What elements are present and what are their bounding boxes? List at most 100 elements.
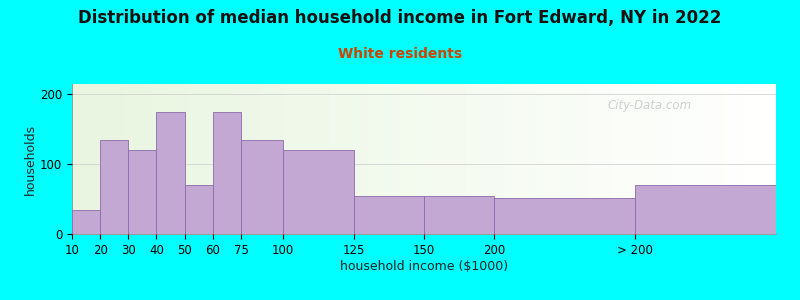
Bar [410,84,414,234]
Bar [377,84,382,234]
Bar [175,84,180,234]
Bar [668,84,673,234]
Bar [218,84,222,234]
Bar [771,84,776,234]
Bar [499,84,504,234]
Bar [147,84,152,234]
Bar [260,84,265,234]
Bar [114,84,119,234]
Bar [574,84,579,234]
Bar [434,84,438,234]
Bar [682,84,687,234]
Bar [452,84,457,234]
Bar [485,84,490,234]
Bar [194,84,198,234]
Bar [124,84,128,234]
Bar [236,84,241,234]
Bar [471,84,476,234]
Bar [298,84,302,234]
Bar [729,84,734,234]
Bar [157,112,185,234]
Bar [231,84,236,234]
Bar [82,84,86,234]
Bar [673,84,678,234]
Bar [170,84,175,234]
Bar [513,84,518,234]
Bar [457,84,462,234]
Bar [90,84,95,234]
Bar [466,84,471,234]
Bar [321,84,326,234]
Bar [227,84,231,234]
Bar [349,84,354,234]
Bar [696,84,701,234]
Bar [185,185,213,234]
Bar [635,84,640,234]
Bar [203,84,208,234]
Bar [442,84,447,234]
X-axis label: household income ($1000): household income ($1000) [340,260,508,272]
Bar [663,84,668,234]
Bar [363,84,368,234]
Bar [447,84,452,234]
Bar [687,84,691,234]
Bar [283,84,288,234]
Bar [152,84,157,234]
Bar [255,84,260,234]
Text: City-Data.com: City-Data.com [607,99,691,112]
Bar [311,84,316,234]
Bar [396,84,401,234]
Bar [658,84,663,234]
Bar [386,84,391,234]
Bar [593,84,598,234]
Bar [555,84,560,234]
Bar [635,185,776,234]
Bar [354,196,424,234]
Bar [509,84,513,234]
Bar [490,84,494,234]
Bar [570,84,574,234]
Bar [527,84,532,234]
Bar [161,84,166,234]
Bar [198,84,203,234]
Bar [518,84,522,234]
Bar [583,84,588,234]
Bar [265,84,269,234]
Bar [743,84,748,234]
Bar [753,84,758,234]
Bar [734,84,738,234]
Bar [720,84,724,234]
Bar [607,84,612,234]
Bar [368,84,372,234]
Bar [100,84,105,234]
Bar [401,84,406,234]
Bar [157,84,161,234]
Bar [100,140,128,234]
Bar [105,84,110,234]
Bar [748,84,753,234]
Bar [339,84,344,234]
Bar [691,84,696,234]
Bar [358,84,363,234]
Bar [250,84,255,234]
Bar [424,196,494,234]
Bar [72,210,100,234]
Bar [278,84,283,234]
Bar [306,84,311,234]
Bar [302,84,306,234]
Text: Distribution of median household income in Fort Edward, NY in 2022: Distribution of median household income … [78,9,722,27]
Bar [180,84,185,234]
Bar [128,84,133,234]
Y-axis label: households: households [24,123,38,195]
Bar [762,84,766,234]
Bar [645,84,650,234]
Bar [626,84,630,234]
Bar [391,84,396,234]
Bar [138,84,142,234]
Bar [550,84,555,234]
Bar [724,84,729,234]
Bar [142,84,147,234]
Bar [283,150,354,234]
Bar [246,84,250,234]
Text: White residents: White residents [338,46,462,61]
